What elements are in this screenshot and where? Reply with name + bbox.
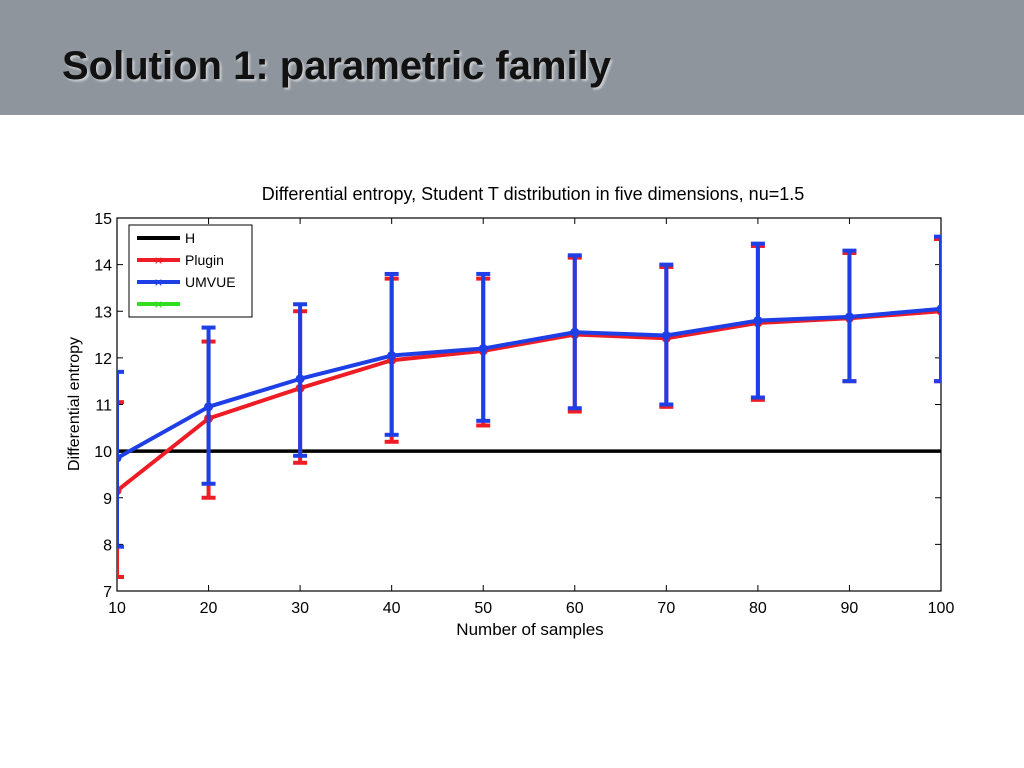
- slide-title: Solution 1: parametric family: [62, 44, 612, 88]
- y-tick-label: 8: [103, 537, 112, 554]
- data-point-umvue: [204, 402, 214, 412]
- x-tick-label: 30: [291, 600, 309, 617]
- data-point-umvue: [936, 304, 941, 314]
- plot-area: 10 20 30 40 50 60 70 80 90 100 7 8 9 10 11 12 13 14 15 H ✕ Pl…: [94, 211, 954, 617]
- data-point-umvue: [844, 312, 854, 322]
- data-point-umvue: [295, 374, 305, 384]
- y-tick-label: 13: [94, 304, 112, 321]
- series-line-umvue: [117, 306, 941, 460]
- legend-label: Plugin: [185, 252, 224, 268]
- y-tick-label: 9: [103, 491, 112, 508]
- y-tick-label: 7: [103, 584, 112, 601]
- data-point-umvue: [387, 351, 397, 361]
- legend-label: UMVUE: [185, 274, 236, 290]
- x-tick-label: 90: [841, 600, 859, 617]
- x-tick-label: 50: [474, 600, 492, 617]
- legend: H ✕ Plugin ✕ UMVUE ✕: [128, 224, 253, 318]
- legend-box: [128, 224, 253, 318]
- y-tick-label: 14: [94, 258, 112, 275]
- x-tick-label: 40: [383, 600, 401, 617]
- y-axis-label: Differential entropy: [66, 337, 83, 471]
- legend-marker: ✕: [154, 278, 163, 290]
- data-point-umvue: [117, 453, 122, 463]
- y-tick-label: 15: [94, 211, 112, 228]
- y-tick-label: 11: [95, 398, 112, 415]
- legend-label: H: [185, 230, 195, 246]
- chart-title: Differential entropy, Student T distribu…: [262, 184, 805, 204]
- x-tick-label: 100: [928, 600, 955, 617]
- x-tick-label: 20: [200, 600, 218, 617]
- x-axis-label: Number of samples: [456, 620, 603, 639]
- x-tick-label: 60: [566, 600, 584, 617]
- y-tick-label: 12: [94, 351, 112, 368]
- series-layer: [117, 234, 941, 580]
- data-point-umvue: [661, 330, 671, 340]
- y-tick-label: 10: [94, 444, 112, 461]
- x-tick-label: 10: [108, 600, 126, 617]
- slide-header: [0, 0, 1024, 115]
- legend-marker: ✕: [154, 256, 163, 268]
- x-tick-label: 80: [749, 600, 767, 617]
- data-point-umvue: [570, 327, 580, 337]
- legend-marker: ✕: [154, 300, 163, 312]
- data-point-umvue: [753, 316, 763, 326]
- data-point-umvue: [478, 344, 488, 354]
- x-tick-label: 70: [657, 600, 675, 617]
